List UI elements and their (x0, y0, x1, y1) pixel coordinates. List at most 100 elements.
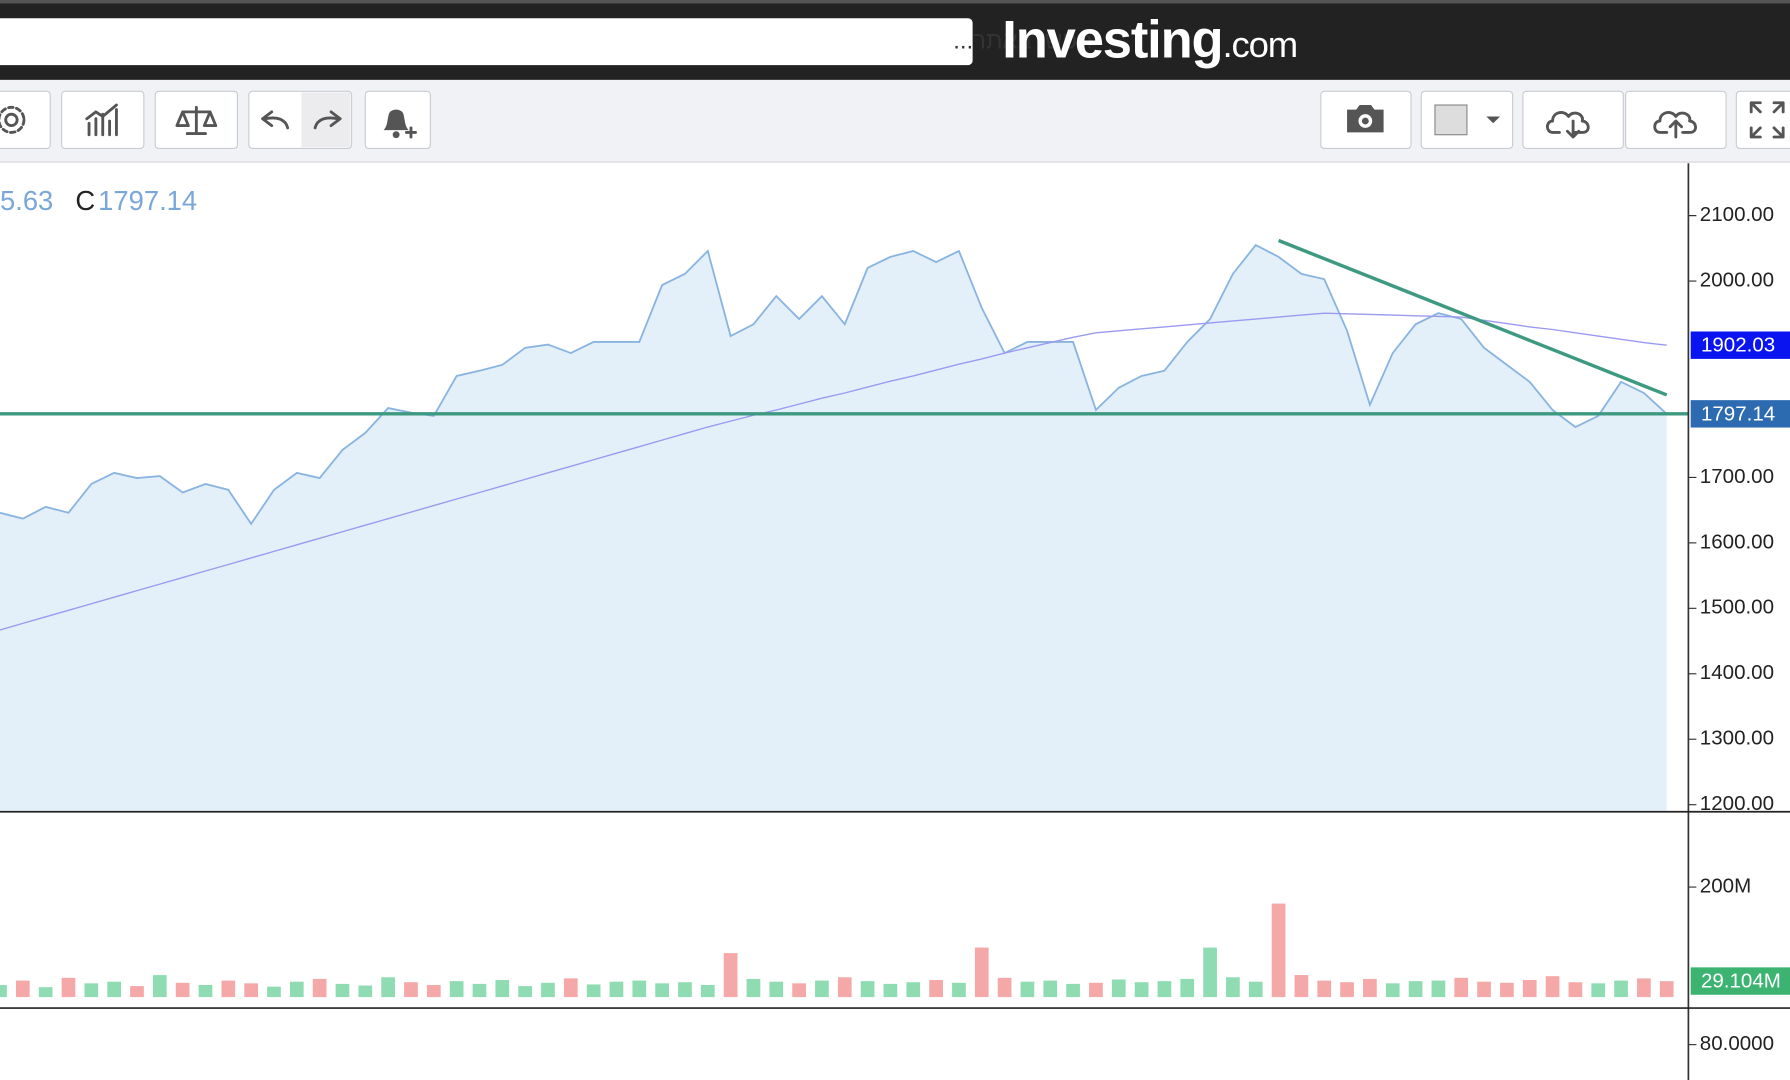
compare-button[interactable] (154, 90, 239, 149)
volume-bar (244, 983, 258, 998)
volume-bar (1522, 980, 1537, 998)
volume-bar (678, 982, 692, 998)
indicator-pane: 80.0000 (1688, 1032, 1774, 1055)
volume-bar (860, 981, 875, 998)
volume-bar (1340, 982, 1354, 998)
volume-bar (792, 983, 806, 998)
volume-bar (1568, 982, 1583, 998)
price-tags: 1902.03 1797.14 29.104M (1690, 331, 1790, 995)
trend-line (1277, 238, 1668, 397)
volume-bar (974, 947, 989, 998)
volume-bar (381, 977, 395, 998)
volume-bar (472, 983, 487, 998)
y-tick-label: 1300.00 (1700, 727, 1774, 750)
volume-bar (1317, 980, 1332, 998)
legend-close-label: C (75, 185, 95, 216)
volume-bar (1180, 978, 1195, 998)
volume-bar (61, 977, 76, 998)
fullscreen-button[interactable] (1735, 90, 1790, 149)
volume-bar (426, 984, 441, 998)
volume-bar (1545, 976, 1560, 998)
volume-bar (655, 983, 669, 998)
price-pane: 2100.00 2000.00 1700.00 1600.00 1500.00 1400.… (0, 203, 1774, 815)
settings-button[interactable] (0, 90, 51, 149)
indicators-button[interactable] (61, 90, 145, 149)
y-tick-label: 200M (1700, 875, 1751, 898)
legend-close-value: 1797.14 (98, 185, 197, 216)
price-tag-label: 1797.14 (1701, 402, 1775, 425)
volume-bar (175, 982, 190, 998)
volume-bar (952, 982, 966, 998)
volume-bar (1294, 975, 1309, 998)
y-tick-label: 2000.00 (1700, 268, 1774, 291)
undo-redo-buttons[interactable] (248, 90, 353, 149)
volume-bar (267, 986, 281, 998)
cloud-upload-button[interactable] (1625, 90, 1727, 149)
alert-button[interactable] (364, 90, 431, 149)
volume-bar (221, 980, 236, 998)
camera-button[interactable] (1320, 90, 1412, 149)
volume-bar (1614, 980, 1628, 998)
volume-bar (541, 982, 555, 998)
volume-bar (700, 984, 715, 998)
y-tick-label: 2100.00 (1700, 203, 1774, 226)
volume-bar (746, 978, 761, 998)
cloud-download-button[interactable] (1522, 90, 1624, 149)
volume-bar (358, 985, 373, 998)
volume-bar (495, 980, 510, 998)
volume-bar (152, 975, 167, 998)
y-tick-label: 1700.00 (1700, 465, 1774, 488)
y-tick-label: 1600.00 (1700, 530, 1774, 553)
volume-pane: 200M (0, 875, 1751, 998)
price-tag-label: 1902.03 (1701, 334, 1775, 357)
volume-bar (335, 983, 350, 998)
y-tick-label: 80.0000 (1700, 1032, 1774, 1055)
y-tick-label: 1200.00 (1700, 792, 1774, 815)
volume-bar (1408, 981, 1423, 998)
volume-bar (1454, 977, 1469, 998)
volume-bar (883, 983, 898, 998)
color-button[interactable] (1420, 90, 1514, 149)
volume-bar (1431, 980, 1446, 998)
volume-bar (0, 984, 7, 998)
ohlc-legend: 5.63 C 1797.14 (0, 185, 197, 216)
volume-bar (15, 980, 30, 998)
legend-value: 5.63 (0, 185, 53, 216)
volume-bar (38, 987, 53, 998)
price-tag (1690, 331, 1790, 359)
y-tick-label: 1500.00 (1700, 596, 1774, 619)
volume-bar (1020, 981, 1035, 998)
search-box[interactable] (0, 18, 973, 66)
header-edge (0, 0, 1790, 4)
volume-bar (1226, 977, 1240, 998)
volume-bar (563, 978, 578, 998)
volume-bar (1203, 947, 1217, 998)
volume-bar (1477, 981, 1491, 998)
volume-bar (1157, 981, 1172, 998)
volume-bar (84, 983, 99, 998)
logo-suffix: .com (1222, 23, 1297, 64)
volume-bar (1043, 980, 1058, 998)
volume-bar (632, 980, 647, 998)
volume-bar (929, 980, 943, 998)
volume-bar (1385, 983, 1400, 998)
volume-bar (1089, 982, 1103, 998)
volume-bar (404, 982, 418, 998)
price-area (0, 245, 1667, 811)
moving-average-line (0, 312, 1667, 631)
volume-bar (130, 986, 144, 998)
volume-bar (586, 984, 601, 998)
price-tag-label: 29.104M (1701, 970, 1781, 993)
volume-bar (312, 978, 327, 998)
volume-bar (449, 981, 464, 998)
price-tag (1690, 967, 1790, 995)
volume-bar (769, 981, 784, 998)
volume-bar (723, 953, 738, 998)
logo[interactable]: Investing.com (1002, 10, 1298, 69)
price-tag (1690, 400, 1790, 428)
volume-bar (1659, 981, 1674, 998)
volume-bar (1637, 978, 1651, 998)
